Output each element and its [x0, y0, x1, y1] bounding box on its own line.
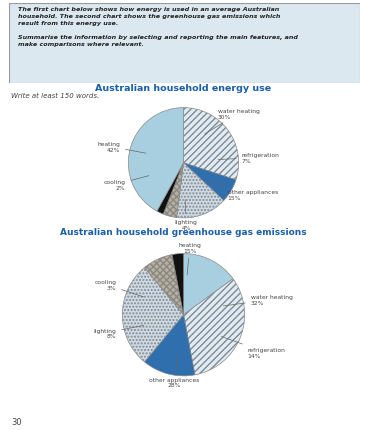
Wedge shape	[172, 254, 184, 315]
Wedge shape	[184, 254, 233, 315]
FancyBboxPatch shape	[9, 4, 360, 84]
Text: heating
15%: heating 15%	[178, 243, 201, 275]
Text: water heating
30%: water heating 30%	[205, 108, 259, 135]
Title: Australian household energy use: Australian household energy use	[95, 83, 272, 92]
Wedge shape	[145, 255, 184, 315]
Wedge shape	[163, 163, 184, 218]
Text: water heating
32%: water heating 32%	[223, 294, 293, 306]
Wedge shape	[184, 108, 239, 181]
Title: Australian household greenhouse gas emissions: Australian household greenhouse gas emis…	[60, 227, 307, 236]
Text: lighting
8%: lighting 8%	[93, 326, 144, 339]
Text: cooling
2%: cooling 2%	[103, 176, 149, 191]
Text: other appliances
28%: other appliances 28%	[149, 355, 199, 387]
Text: The first chart below shows how energy is used in an average Australian
househol: The first chart below shows how energy i…	[18, 7, 298, 47]
Wedge shape	[177, 163, 224, 218]
Wedge shape	[145, 315, 195, 376]
Text: heating
42%: heating 42%	[97, 141, 146, 154]
Text: lighting
4%: lighting 4%	[175, 200, 198, 230]
Text: Write at least 150 words.: Write at least 150 words.	[11, 92, 99, 98]
Text: refrigeration
7%: refrigeration 7%	[218, 153, 279, 163]
Wedge shape	[128, 108, 184, 212]
Text: other appliances
15%: other appliances 15%	[210, 182, 278, 201]
Wedge shape	[157, 163, 184, 215]
Text: refrigeration
14%: refrigeration 14%	[221, 337, 286, 358]
Text: cooling
3%: cooling 3%	[94, 279, 144, 297]
Wedge shape	[122, 268, 184, 362]
Wedge shape	[184, 279, 245, 375]
Text: 30: 30	[11, 417, 22, 426]
Wedge shape	[184, 163, 236, 201]
